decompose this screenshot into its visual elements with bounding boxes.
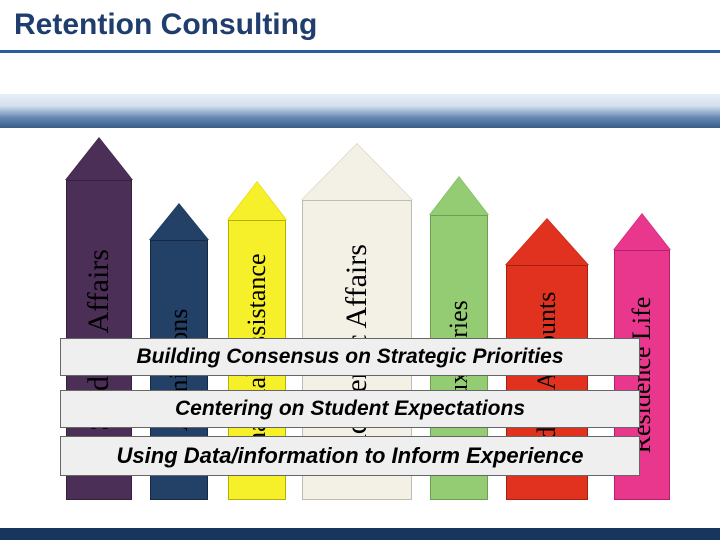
banner: Building Consensus on Strategic Prioriti… [60, 338, 640, 376]
pillar-cap [150, 204, 208, 240]
banner: Centering on Student Expectations [60, 390, 640, 428]
pillar-cap [66, 138, 132, 180]
banner: Using Data/information to Inform Experie… [60, 436, 640, 476]
pillar-cap [614, 214, 670, 250]
pillar-cap [506, 219, 588, 265]
footer-bar [0, 528, 720, 540]
gradient-divider [0, 94, 720, 128]
pillar-cap [430, 177, 488, 215]
pillar-cap [228, 182, 286, 220]
title-underline [0, 50, 720, 53]
page-title: Retention Consulting [14, 8, 317, 42]
pillar-cap [302, 144, 412, 200]
